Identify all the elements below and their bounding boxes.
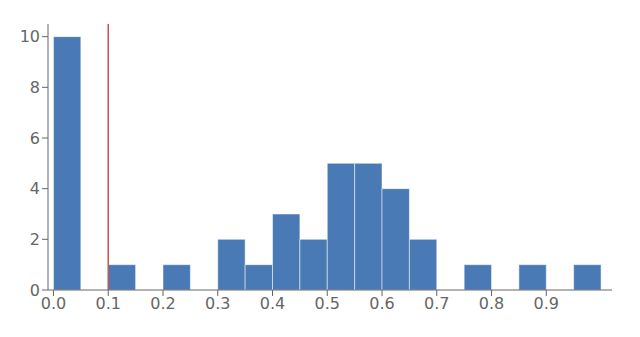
- svg-text:0.8: 0.8: [479, 294, 504, 313]
- svg-text:0.3: 0.3: [205, 294, 230, 313]
- svg-text:0.0: 0.0: [41, 294, 66, 313]
- svg-text:0.2: 0.2: [150, 294, 175, 313]
- svg-text:0: 0: [30, 281, 40, 300]
- svg-text:0.6: 0.6: [369, 294, 394, 313]
- svg-text:6: 6: [30, 129, 40, 148]
- svg-text:0.4: 0.4: [260, 294, 285, 313]
- svg-text:4: 4: [30, 179, 40, 198]
- svg-text:0.7: 0.7: [424, 294, 449, 313]
- svg-text:8: 8: [30, 78, 40, 97]
- svg-text:10: 10: [20, 27, 40, 46]
- svg-text:2: 2: [30, 230, 40, 249]
- svg-text:0.1: 0.1: [96, 294, 121, 313]
- svg-text:0.9: 0.9: [534, 294, 559, 313]
- svg-text:0.5: 0.5: [315, 294, 340, 313]
